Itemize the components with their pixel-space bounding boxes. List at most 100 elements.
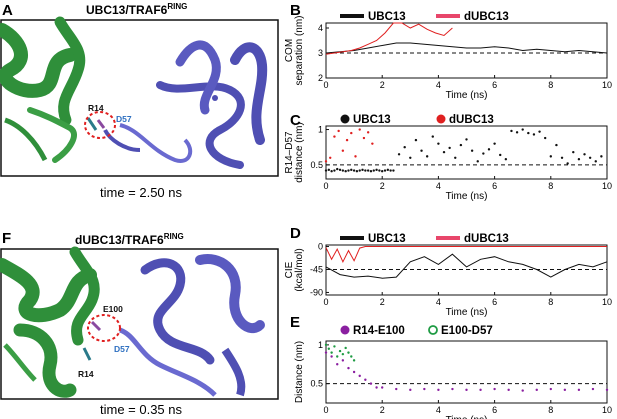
data-point-C-0-47: [521, 128, 524, 131]
data-point-C-0-51: [543, 136, 547, 140]
data-point-E-0-9: [375, 386, 378, 389]
y-tick-label-E-1: 1: [318, 340, 323, 350]
panel-F: F dUBC13/TRAF6RING E100 D57 R14 time = 0…: [0, 230, 279, 417]
data-point-E-0-12: [409, 388, 412, 392]
y-tick-label-D-1: -45: [310, 264, 323, 274]
legend-label-B-0: UBC13: [368, 11, 406, 23]
residue-label-F-3: R14: [78, 369, 94, 379]
data-point-E-0-17: [479, 388, 482, 392]
data-point-C-0-59: [588, 156, 592, 159]
plot-frame-B: [325, 22, 608, 79]
data-point-C-1-8: [358, 128, 361, 131]
y-tick-label-C-0: 0.5: [310, 160, 323, 170]
chart-D: 0 2 4 6 8 10 0 -45 -90 Time (ns) CIE (kcal/mol) UBC1…: [284, 233, 612, 318]
data-point-E-1-7: [344, 346, 347, 350]
residue-label-A-2: D57: [116, 114, 132, 124]
x-tick-label-D-4: 8: [548, 297, 553, 307]
x-tick-label-C-2: 4: [436, 181, 441, 191]
data-point-E-0-18: [493, 387, 496, 391]
data-point-E-1-10: [352, 359, 356, 362]
data-point-E-0-23: [563, 388, 567, 392]
x-axis-label-D: Time (ns): [446, 307, 488, 318]
x-tick-label-D-3: 6: [492, 297, 497, 307]
data-point-C-0-58: [583, 153, 586, 156]
data-point-C-0-31: [431, 135, 434, 138]
data-point-E-1-2: [330, 351, 333, 354]
x-tick-label-E-4: 8: [548, 405, 553, 415]
data-point-C-0-3: [333, 169, 336, 172]
panel-A-caption: time = 2.50 ns: [100, 185, 183, 200]
data-point-C-0-9: [350, 168, 353, 172]
data-point-C-0-11: [355, 170, 359, 173]
series-line-D-0: [325, 253, 608, 279]
data-point-E-0-15: [451, 387, 454, 391]
data-point-C-0-5: [338, 168, 342, 172]
data-point-C-0-41: [487, 148, 491, 151]
legend-label-B-1: dUBC13: [464, 11, 509, 23]
data-point-E-0-11: [395, 387, 398, 391]
data-point-C-0-38: [470, 149, 474, 152]
panel-letter-F: F: [2, 230, 11, 247]
data-point-E-0-24: [577, 388, 581, 392]
y-axis-label-E-0: Distance (nm): [294, 341, 305, 403]
x-tick-label-B-3: 6: [492, 80, 497, 90]
x-tick-label-E-5: 10: [602, 405, 612, 415]
data-point-E-1-1: [327, 347, 331, 350]
data-point-C-0-20: [381, 170, 384, 173]
data-point-C-0-32: [437, 142, 440, 145]
data-point-C-0-61: [600, 155, 603, 158]
plot-frame-D: [325, 244, 608, 296]
chart-E: 0 2 4 6 8 10 0.5 1 Time (ns) Distance (nm) R14-E10…: [294, 325, 612, 419]
data-point-E-0-5: [352, 370, 356, 374]
data-point-C-1-2: [333, 135, 336, 138]
data-point-C-0-16: [369, 170, 373, 173]
plot-frame-C: [325, 125, 608, 180]
data-point-C-1-4: [341, 149, 345, 152]
legend-label-E-1: E100-D57: [441, 325, 493, 337]
data-point-C-0-25: [397, 153, 401, 156]
data-point-C-0-24: [392, 169, 395, 172]
y-tick-label-E-0: 0.5: [310, 379, 323, 389]
x-tick-label-C-4: 8: [548, 181, 553, 191]
data-point-E-0-0: [324, 351, 328, 354]
data-point-E-0-1: [330, 355, 333, 358]
data-point-E-0-4: [347, 366, 350, 370]
data-point-C-0-44: [504, 158, 508, 161]
x-tick-label-C-3: 6: [492, 181, 497, 191]
data-point-C-1-3: [337, 129, 340, 133]
panel-A-title: UBC13/TRAF6RING: [86, 2, 187, 17]
data-point-C-0-49: [532, 133, 536, 136]
data-point-C-1-9: [362, 136, 366, 140]
legend-swatch-E-1: [428, 325, 438, 335]
data-point-C-0-12: [358, 169, 361, 172]
x-tick-label-B-0: 0: [323, 80, 328, 90]
protein-structure-F: [0, 246, 265, 398]
data-point-E-1-8: [347, 351, 350, 354]
x-tick-label-B-1: 2: [380, 80, 385, 90]
legend-label-C-1: dUBC13: [449, 114, 494, 126]
panel-letter-E: E: [290, 314, 300, 331]
x-tick-label-B-2: 4: [436, 80, 441, 90]
data-point-C-0-60: [594, 160, 597, 163]
y-axis-label-C-1: distance (nm): [294, 122, 305, 183]
data-point-C-0-7: [344, 170, 347, 173]
data-point-C-0-15: [366, 169, 370, 172]
panel-letter-A: A: [2, 2, 13, 19]
legend-swatch-C-1: [436, 114, 446, 124]
data-point-C-0-19: [378, 169, 381, 172]
x-tick-label-B-5: 10: [602, 80, 612, 90]
data-point-C-0-22: [386, 168, 390, 172]
data-point-E-0-26: [605, 388, 609, 392]
data-point-E-0-8: [369, 382, 373, 385]
panel-letter-C: C: [290, 112, 301, 129]
data-point-C-0-21: [383, 169, 387, 172]
x-tick-label-C-1: 2: [380, 181, 385, 191]
data-point-C-1-11: [371, 142, 374, 145]
data-point-E-0-20: [521, 389, 524, 392]
data-point-C-0-45: [510, 129, 513, 133]
data-point-C-0-53: [555, 143, 558, 147]
legend-label-D-0: UBC13: [368, 233, 406, 245]
